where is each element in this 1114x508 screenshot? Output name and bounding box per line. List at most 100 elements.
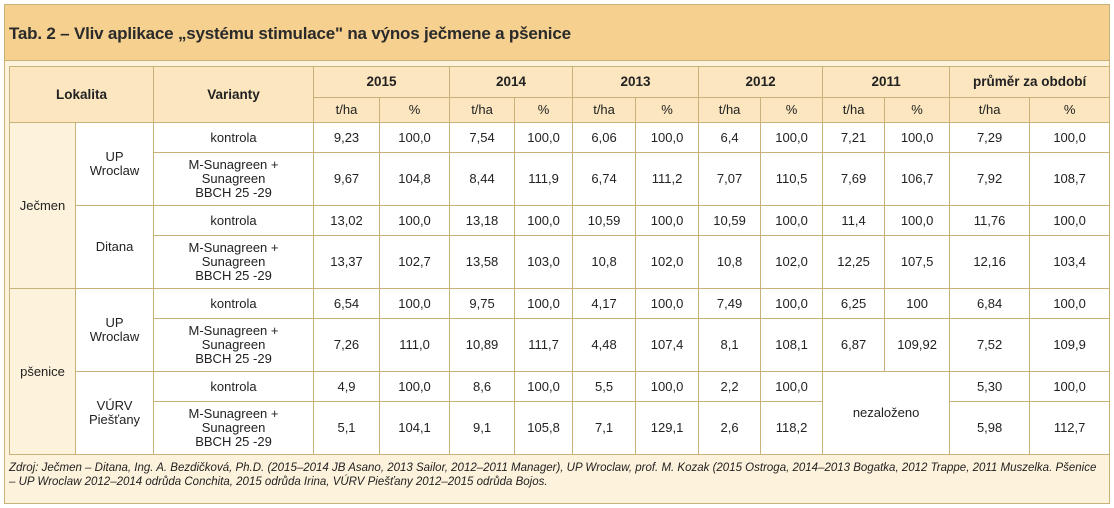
site-label: UP Wroclaw bbox=[74, 288, 155, 372]
percent-value: 118,2 bbox=[760, 401, 824, 455]
percent-value: 129,1 bbox=[635, 401, 700, 455]
yield-value: 13,37 bbox=[313, 235, 381, 289]
yield-value: 9,23 bbox=[313, 122, 381, 153]
percent-value: 108,1 bbox=[760, 318, 824, 372]
percent-value: 111,2 bbox=[635, 152, 700, 206]
yield-value: 2,2 bbox=[698, 371, 762, 402]
percent-value: 107,5 bbox=[884, 235, 951, 289]
percent-value: 100,0 bbox=[379, 122, 451, 153]
yield-value: 11,4 bbox=[822, 205, 886, 236]
percent-value: 105,8 bbox=[514, 401, 574, 455]
yield-value: 6,06 bbox=[572, 122, 637, 153]
yield-value: 9,75 bbox=[449, 288, 516, 319]
table-row: M-Sunagreen + Sunagreen BBCH 25 -29 9,67 104… bbox=[10, 152, 1111, 206]
unit-percent: % bbox=[379, 97, 451, 123]
yield-value: 5,1 bbox=[313, 401, 381, 455]
yield-value: 4,9 bbox=[313, 371, 381, 402]
percent-value: 104,8 bbox=[379, 152, 451, 206]
table-row: M-Sunagreen + Sunagreen BBCH 25 -29 7,26 111… bbox=[10, 318, 1111, 372]
site-label: Ditana bbox=[74, 205, 155, 289]
yield-value: 8,6 bbox=[449, 371, 516, 402]
yield-value: 10,89 bbox=[449, 318, 516, 372]
yield-value: 10,8 bbox=[572, 235, 637, 289]
yield-value: 7,29 bbox=[949, 122, 1031, 153]
percent-value: 100,0 bbox=[1029, 122, 1111, 153]
header-varianty: Varianty bbox=[153, 66, 315, 123]
yield-value: 6,84 bbox=[949, 288, 1031, 319]
source-note: Zdroj: Ječmen – Ditana, Ing. A. Bezdičko… bbox=[9, 462, 1097, 488]
header-year: 2013 bbox=[572, 66, 700, 98]
table-body: Ječmen UP Wroclaw kontrola 9,23 100,0 7,54 100,… bbox=[9, 122, 1111, 455]
header-year: 2015 bbox=[313, 66, 451, 98]
unit-percent: % bbox=[884, 97, 951, 123]
yield-value: 7,07 bbox=[698, 152, 762, 206]
yield-value: 10,59 bbox=[572, 205, 637, 236]
yield-value: 7,21 bbox=[822, 122, 886, 153]
yield-value: 9,67 bbox=[313, 152, 381, 206]
table-row: Ječmen UP Wroclaw kontrola 9,23 100,0 7,54 100,… bbox=[9, 122, 1111, 289]
percent-value: 110,5 bbox=[760, 152, 824, 206]
yield-table: Lokalita Varianty 2015 2014 2013 2012 20… bbox=[8, 66, 1111, 455]
percent-value: 109,92 bbox=[884, 318, 951, 372]
percent-value: 100,0 bbox=[760, 205, 824, 236]
percent-value: 109,9 bbox=[1029, 318, 1111, 372]
unit-t-ha: t/ha bbox=[822, 97, 886, 123]
percent-value: 108,7 bbox=[1029, 152, 1111, 206]
yield-value: 7,69 bbox=[822, 152, 886, 206]
percent-value: 111,0 bbox=[379, 318, 451, 372]
percent-value: 103,4 bbox=[1029, 235, 1111, 289]
header-year: 2012 bbox=[698, 66, 824, 98]
variant-label: M-Sunagreen + Sunagreen BBCH 25 -29 bbox=[153, 318, 315, 372]
percent-value: 111,9 bbox=[514, 152, 574, 206]
table-title: Tab. 2 – Vliv aplikace „systému stimulac… bbox=[9, 24, 571, 43]
percent-value: 100,0 bbox=[514, 288, 574, 319]
crop-label: pšenice bbox=[9, 288, 76, 455]
yield-value: 7,1 bbox=[572, 401, 637, 455]
unit-t-ha: t/ha bbox=[949, 97, 1031, 123]
header-year: 2011 bbox=[822, 66, 951, 98]
yield-value: 13,02 bbox=[313, 205, 381, 236]
percent-value: 112,7 bbox=[1029, 401, 1111, 455]
percent-value: 100,0 bbox=[760, 288, 824, 319]
percent-value: 100,0 bbox=[1029, 288, 1111, 319]
yield-value: 10,8 bbox=[698, 235, 762, 289]
site-label: UP Wroclaw bbox=[74, 122, 155, 206]
table-row: VÚRV Piešťany kontrola 4,9 100,0 8,6 100,0 5,5 1… bbox=[10, 371, 1111, 455]
yield-value: 5,98 bbox=[949, 401, 1031, 455]
variant-label: kontrola bbox=[153, 122, 315, 153]
yield-value: 12,25 bbox=[822, 235, 886, 289]
percent-value: 100 bbox=[884, 288, 951, 319]
yield-value: 10,59 bbox=[698, 205, 762, 236]
yield-value: 6,87 bbox=[822, 318, 886, 372]
unit-percent: % bbox=[514, 97, 574, 123]
yield-value: 6,54 bbox=[313, 288, 381, 319]
percent-value: 100,0 bbox=[1029, 205, 1111, 236]
percent-value: 100,0 bbox=[379, 371, 451, 402]
variant-label: M-Sunagreen + Sunagreen BBCH 25 -29 bbox=[153, 152, 315, 206]
yield-value: 12,16 bbox=[949, 235, 1031, 289]
variant-label: kontrola bbox=[153, 371, 315, 402]
unit-t-ha: t/ha bbox=[449, 97, 516, 123]
percent-value: 100,0 bbox=[635, 288, 700, 319]
percent-value: 100,0 bbox=[635, 122, 700, 153]
yield-value: 13,58 bbox=[449, 235, 516, 289]
percent-value: 104,1 bbox=[379, 401, 451, 455]
title-bar: Tab. 2 – Vliv aplikace „systému stimulac… bbox=[5, 5, 1109, 61]
unit-percent: % bbox=[1029, 97, 1111, 123]
table-row: pšenice UP Wroclaw kontrola 6,54 100,0 9,75 100… bbox=[9, 288, 1111, 455]
percent-value: 102,7 bbox=[379, 235, 451, 289]
variant-label: M-Sunagreen + Sunagreen BBCH 25 -29 bbox=[153, 401, 315, 455]
unit-t-ha: t/ha bbox=[313, 97, 381, 123]
percent-value: 100,0 bbox=[1029, 371, 1111, 402]
yield-value: 5,30 bbox=[949, 371, 1031, 402]
yield-value: 7,92 bbox=[949, 152, 1031, 206]
percent-value: 100,0 bbox=[379, 288, 451, 319]
yield-value: 11,76 bbox=[949, 205, 1031, 236]
percent-value: 100,0 bbox=[514, 122, 574, 153]
yield-value: 6,74 bbox=[572, 152, 637, 206]
percent-value: 111,7 bbox=[514, 318, 574, 372]
table-row: Ditana kontrola 13,02 100,0 13,18 100,0 10,59 1… bbox=[10, 205, 1111, 289]
header-average: průměr za období bbox=[949, 66, 1111, 98]
yield-value: 8,1 bbox=[698, 318, 762, 372]
yield-value: 6,25 bbox=[822, 288, 886, 319]
